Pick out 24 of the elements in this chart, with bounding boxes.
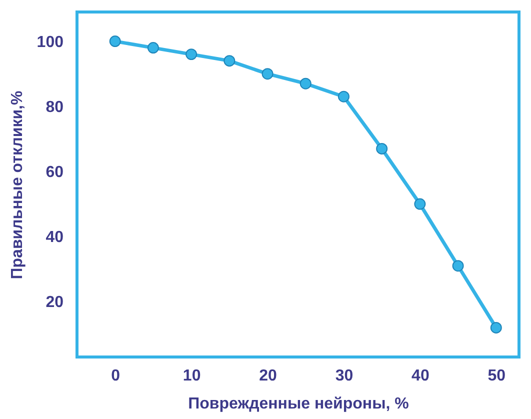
point xyxy=(490,322,502,334)
point xyxy=(452,260,464,272)
x-tick-label: 0 xyxy=(111,368,120,384)
y-tick-label: 40 xyxy=(46,229,64,246)
x-axis-title: Поврежденные нейроны, % xyxy=(188,396,409,412)
y-tick-label: 60 xyxy=(46,164,64,181)
x-tick-label: 40 xyxy=(412,368,430,384)
point xyxy=(414,198,426,210)
point xyxy=(338,90,350,102)
point xyxy=(147,42,159,54)
point xyxy=(109,36,121,48)
x-tick-label: 50 xyxy=(488,368,506,384)
point xyxy=(376,142,388,154)
point xyxy=(224,55,236,67)
x-tick-label: 10 xyxy=(182,368,201,384)
point xyxy=(186,48,198,60)
y-tick-label: 100 xyxy=(36,34,64,51)
point xyxy=(300,78,312,90)
x-tick-label: 30 xyxy=(335,368,354,384)
point xyxy=(262,68,274,80)
y-tick-label: 20 xyxy=(46,294,64,312)
y-tick-label: 80 xyxy=(46,98,64,116)
y-axis-title: Правильные отклики,% xyxy=(8,90,26,280)
x-tick-label: 20 xyxy=(259,368,278,384)
